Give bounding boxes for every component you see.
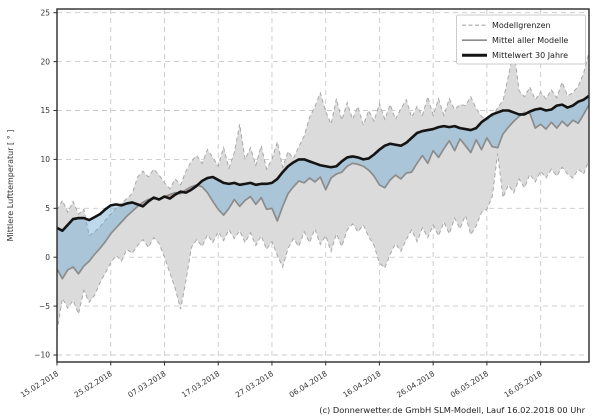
colder-than-climate-fill: [197, 110, 522, 222]
y-tick-label: 5: [45, 204, 50, 213]
y-tick-label: 15: [40, 106, 50, 115]
y-tick-label: 0: [45, 253, 50, 262]
plot-frame: [56, 8, 590, 363]
climate-mean-line: [56, 94, 590, 233]
axis-ticks: [53, 12, 542, 366]
model-mean-line: [56, 104, 590, 280]
legend-label: Mittelwert 30 Jahre: [492, 51, 568, 60]
y-tick-label: 10: [40, 155, 50, 164]
y-tick-label: −5: [39, 302, 50, 311]
model-lower-boundary-line: [56, 153, 590, 332]
y-tick-label: −10: [34, 351, 50, 360]
legend-label: Modellgrenzen: [492, 21, 551, 30]
y-tick-label: 20: [40, 57, 50, 66]
model-range-band: [57, 49, 589, 332]
legend-label: Mittel aller Modelle: [492, 36, 568, 45]
model-upper-boundary-line: [56, 49, 590, 237]
y-axis-label: Mittlere Lufttemperatur [ ° ]: [6, 130, 15, 242]
legend-box: [456, 14, 586, 65]
legend: [456, 14, 586, 65]
copyright-caption: (c) Donnerwetter.de GmbH SLM-Modell, Lau…: [319, 405, 585, 415]
colder-than-climate-fill: [57, 202, 140, 279]
colder-than-climate-fill: [527, 95, 589, 130]
y-tick-label: 25: [40, 8, 50, 17]
